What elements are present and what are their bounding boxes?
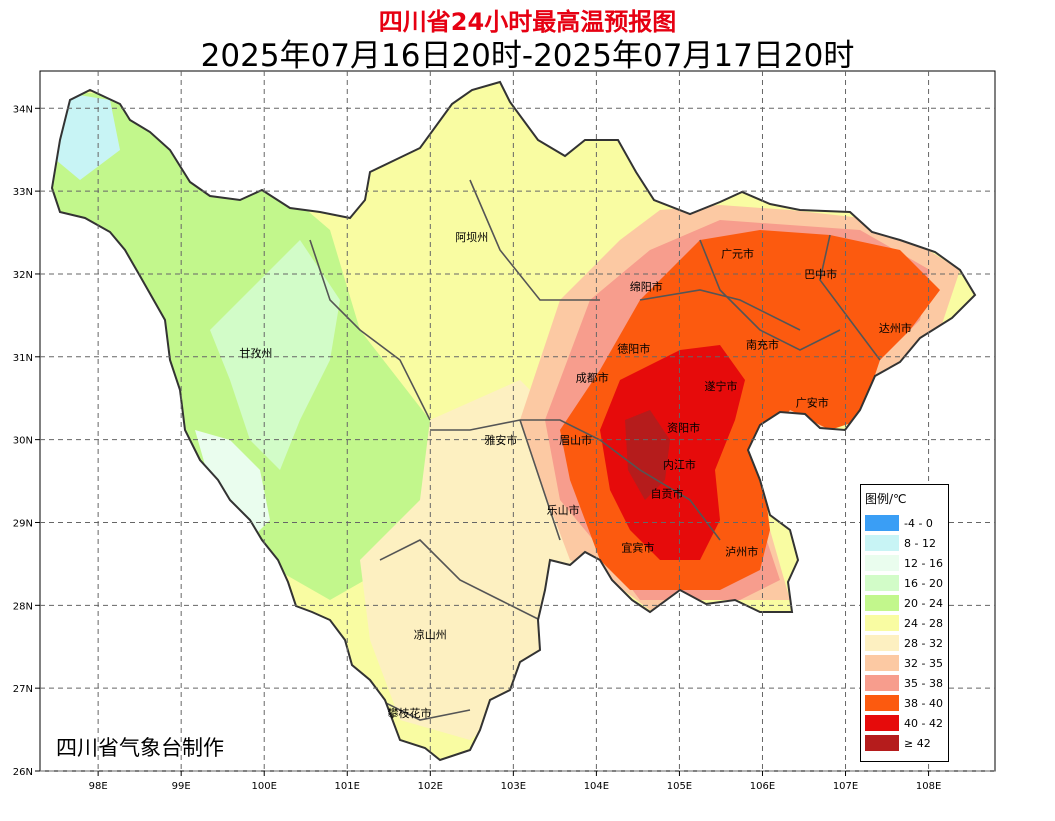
region-label: 达州市 bbox=[879, 321, 912, 335]
legend-label: 24 - 28 bbox=[904, 616, 943, 630]
region-label: 遂宁市 bbox=[704, 379, 737, 393]
legend-label: 38 - 40 bbox=[904, 696, 943, 710]
zone-16-20 bbox=[210, 240, 340, 470]
region-label: 绵阳市 bbox=[630, 280, 663, 294]
region-label: 成都市 bbox=[576, 371, 609, 385]
legend-label: 28 - 32 bbox=[904, 636, 943, 650]
legend-label: 20 - 24 bbox=[904, 596, 943, 610]
region-label: 广元市 bbox=[721, 246, 754, 260]
boundary-line bbox=[639, 289, 801, 331]
x-tick-label: 108E bbox=[916, 781, 941, 792]
x-tick-label: 105E bbox=[667, 781, 692, 792]
region-label: 眉山市 bbox=[559, 433, 592, 447]
legend-swatch bbox=[865, 715, 899, 731]
zone-12-16 bbox=[195, 430, 270, 540]
legend-swatch bbox=[865, 535, 899, 551]
legend-item: ≥ 42 bbox=[865, 735, 931, 751]
region-label: 广安市 bbox=[796, 396, 829, 410]
boundary-line bbox=[469, 179, 600, 301]
zone-over-42 bbox=[625, 410, 670, 500]
legend-swatch bbox=[865, 515, 899, 531]
legend-label: 32 - 35 bbox=[904, 656, 943, 670]
legend-item: 24 - 28 bbox=[865, 615, 943, 631]
legend-label: 16 - 20 bbox=[904, 576, 943, 590]
region-label: 德阳市 bbox=[617, 342, 650, 356]
legend-item: 40 - 42 bbox=[865, 715, 943, 731]
legend-item: -4 - 0 bbox=[865, 515, 933, 531]
legend-swatch bbox=[865, 635, 899, 651]
legend-label: 8 - 12 bbox=[904, 536, 936, 550]
boundary-line bbox=[379, 699, 471, 721]
boundary-line bbox=[699, 239, 841, 351]
region-label: 乐山市 bbox=[547, 503, 580, 517]
region-label: 内江市 bbox=[663, 458, 696, 472]
zone-8-12 bbox=[56, 92, 120, 180]
x-tick-label: 107E bbox=[833, 781, 858, 792]
x-tick-label: 99E bbox=[172, 781, 191, 792]
region-label: 阿坝州 bbox=[455, 230, 488, 244]
legend-item: 16 - 20 bbox=[865, 575, 943, 591]
legend-item: 12 - 16 bbox=[865, 555, 943, 571]
legend-swatch bbox=[865, 595, 899, 611]
legend-swatch bbox=[865, 615, 899, 631]
region-label: 南充市 bbox=[746, 338, 779, 352]
legend-title: 图例/℃ bbox=[865, 492, 907, 506]
region-label: 泸州市 bbox=[725, 545, 758, 559]
y-tick-label: 29N bbox=[13, 518, 33, 529]
legend-item: 35 - 38 bbox=[865, 675, 943, 691]
legend-label: 40 - 42 bbox=[904, 716, 943, 730]
x-tick-label: 103E bbox=[501, 781, 526, 792]
x-tick-label: 104E bbox=[584, 781, 609, 792]
legend-item: 38 - 40 bbox=[865, 695, 943, 711]
legend-label: -4 - 0 bbox=[904, 516, 933, 530]
region-label: 攀枝花市 bbox=[388, 706, 432, 720]
region-label: 资阳市 bbox=[667, 420, 700, 434]
y-tick-label: 31N bbox=[13, 353, 33, 364]
y-tick-label: 32N bbox=[13, 270, 33, 281]
legend-label: 12 - 16 bbox=[904, 556, 943, 570]
legend-item: 20 - 24 bbox=[865, 595, 943, 611]
legend-swatch bbox=[865, 735, 899, 751]
legend-label: 35 - 38 bbox=[904, 676, 943, 690]
x-tick-label: 102E bbox=[418, 781, 443, 792]
x-tick-label: 100E bbox=[252, 781, 277, 792]
y-tick-label: 33N bbox=[13, 187, 33, 198]
boundary-line bbox=[599, 439, 721, 541]
region-label: 巴中市 bbox=[804, 267, 837, 281]
x-tick-label: 98E bbox=[89, 781, 108, 792]
x-tick-label: 106E bbox=[750, 781, 775, 792]
region-label: 雅安市 bbox=[484, 433, 517, 447]
y-tick-label: 27N bbox=[13, 684, 33, 695]
legend-swatch bbox=[865, 695, 899, 711]
map-title: 四川省24小时最高温预报图 bbox=[378, 8, 677, 36]
legend-swatch bbox=[865, 555, 899, 571]
zone-40-42 bbox=[600, 345, 745, 560]
region-label: 甘孜州 bbox=[239, 346, 272, 360]
y-tick-label: 30N bbox=[13, 436, 33, 447]
y-tick-label: 28N bbox=[13, 601, 33, 612]
legend-swatch bbox=[865, 675, 899, 691]
issuer-credit: 四川省气象台制作 bbox=[56, 736, 224, 760]
legend-item: 28 - 32 bbox=[865, 635, 943, 651]
region-label: 自贡市 bbox=[650, 487, 683, 501]
legend-item: 8 - 12 bbox=[865, 535, 936, 551]
legend-swatch bbox=[865, 655, 899, 671]
boundary-line bbox=[819, 234, 881, 361]
zone-28-32 bbox=[360, 380, 580, 740]
legend-label: ≥ 42 bbox=[904, 736, 931, 750]
province-outline bbox=[50, 80, 977, 762]
region-label: 宜宾市 bbox=[621, 540, 654, 554]
y-tick-label: 26N bbox=[13, 767, 33, 778]
legend-swatch bbox=[865, 575, 899, 591]
y-tick-label: 34N bbox=[13, 104, 33, 115]
region-label: 凉山州 bbox=[414, 627, 447, 641]
x-tick-label: 101E bbox=[335, 781, 360, 792]
legend: 图例/℃ -4 - 0 8 - 12 12 - 16 16 - 20 20 - 24 24… bbox=[860, 484, 949, 762]
boundary-line bbox=[309, 239, 431, 421]
legend-item: 32 - 35 bbox=[865, 655, 943, 671]
forecast-period: 2025年07月16日20时-2025年07月17日20时 bbox=[200, 38, 855, 74]
